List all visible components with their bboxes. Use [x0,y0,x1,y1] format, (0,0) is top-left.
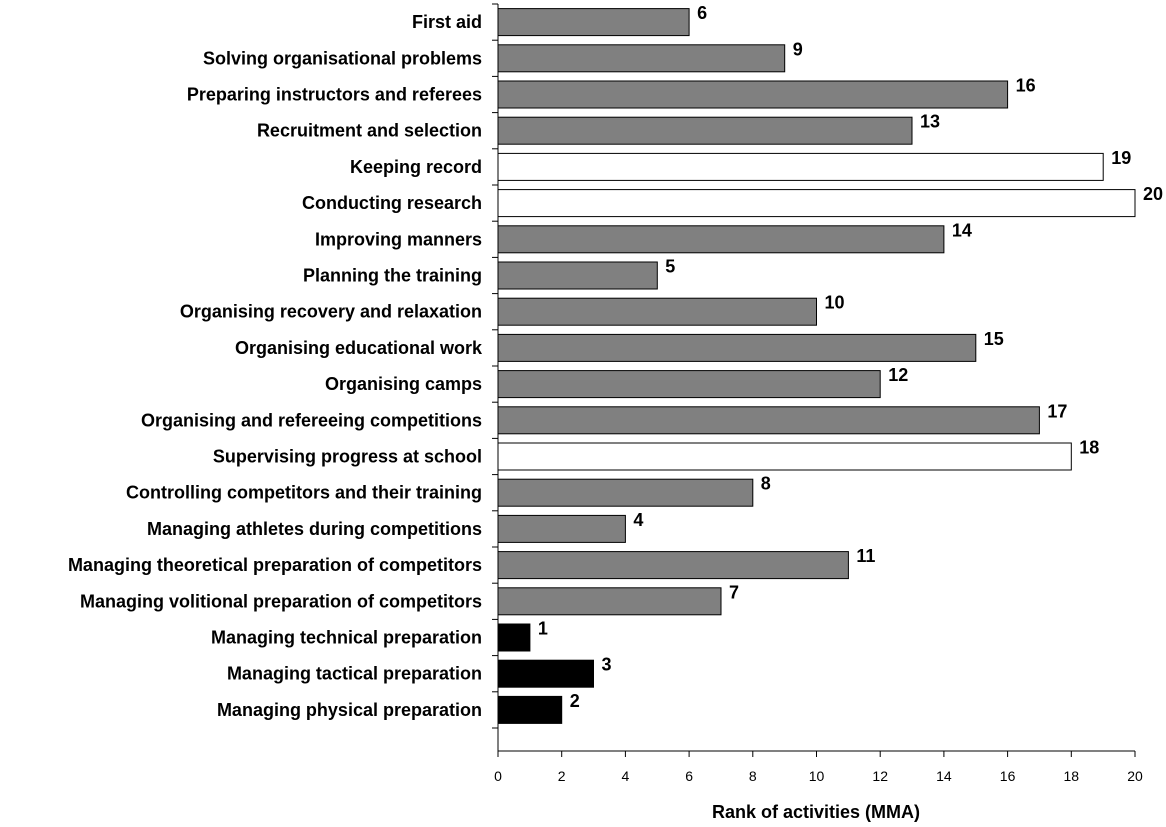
value-label: 5 [665,257,675,277]
value-label: 17 [1047,401,1067,421]
x-tick-label: 4 [622,768,630,784]
value-label: 10 [825,293,845,313]
category-label: Managing athletes during competitions [147,519,482,539]
bar [497,333,977,362]
category-label: Managing volitional preparation of compe… [80,591,482,611]
bar [497,514,626,543]
category-label: Supervising progress at school [213,447,482,467]
value-label: 7 [729,582,739,602]
category-label: Conducting research [302,193,482,213]
category-label: Preparing instructors and referees [187,85,482,105]
bar [497,261,658,290]
x-tick-label: 12 [872,768,888,784]
axes-group: 0 2 4 6 8 10 12 14 16 18 20 [492,3,1143,784]
x-tick-label: 20 [1127,768,1143,784]
bar [497,478,754,507]
value-label: 16 [1016,76,1036,96]
x-tick-label: 16 [1000,768,1016,784]
x-tick-label: 8 [749,768,757,784]
value-label: 12 [888,365,908,385]
value-label: 2 [570,691,580,711]
value-label: 11 [856,546,875,566]
x-tick-label: 14 [936,768,952,784]
bar [497,695,563,724]
value-label: 4 [633,510,643,530]
category-label: Planning the training [303,266,482,286]
value-label: 1 [538,619,548,639]
bar [497,116,913,145]
category-label: Organising recovery and relaxation [180,302,482,322]
bar [497,44,786,73]
bar [497,80,1009,109]
x-axis-title: Rank of activities (MMA) [712,802,920,822]
bar [497,659,594,688]
value-label: 3 [602,655,612,675]
bar [497,297,817,326]
category-label: Solving organisational problems [203,48,482,68]
value-label: 13 [920,112,940,132]
category-label: First aid [412,12,482,32]
value-label: 18 [1079,438,1099,458]
value-label: 20 [1143,184,1163,204]
bar [497,587,722,616]
bar [497,8,690,37]
bar [497,370,881,399]
x-tick-label: 6 [685,768,693,784]
category-labels-group: First aid Solving organisational problems… [68,12,483,720]
value-label: 19 [1111,148,1131,168]
category-label: Improving manners [315,229,482,249]
category-label: Organising camps [325,374,482,394]
x-tick-label: 2 [558,768,566,784]
category-label: Organising and refereeing competitions [141,410,482,430]
category-label: Managing technical preparation [211,628,482,648]
bar [497,406,1040,435]
bars-group [497,8,1136,724]
category-label: Managing tactical preparation [227,664,482,684]
value-label: 8 [761,474,771,494]
x-tick-label: 18 [1064,768,1080,784]
category-label: Recruitment and selection [257,121,482,141]
bar [497,551,849,580]
category-label: Organising educational work [235,338,483,358]
value-label: 15 [984,329,1004,349]
value-label: 14 [952,220,972,240]
bar [497,189,1136,218]
category-label: Managing theoretical preparation of comp… [68,555,482,575]
bar [497,152,1104,181]
category-label: Controlling competitors and their traini… [126,483,482,503]
bar [497,623,531,652]
category-label: Keeping record [350,157,482,177]
value-label: 6 [697,3,707,23]
bar [497,225,945,254]
category-label: Managing physical preparation [217,700,482,720]
x-tick-label: 0 [494,768,502,784]
value-label: 9 [793,39,803,59]
x-tick-label: 10 [809,768,825,784]
bar [497,442,1072,471]
